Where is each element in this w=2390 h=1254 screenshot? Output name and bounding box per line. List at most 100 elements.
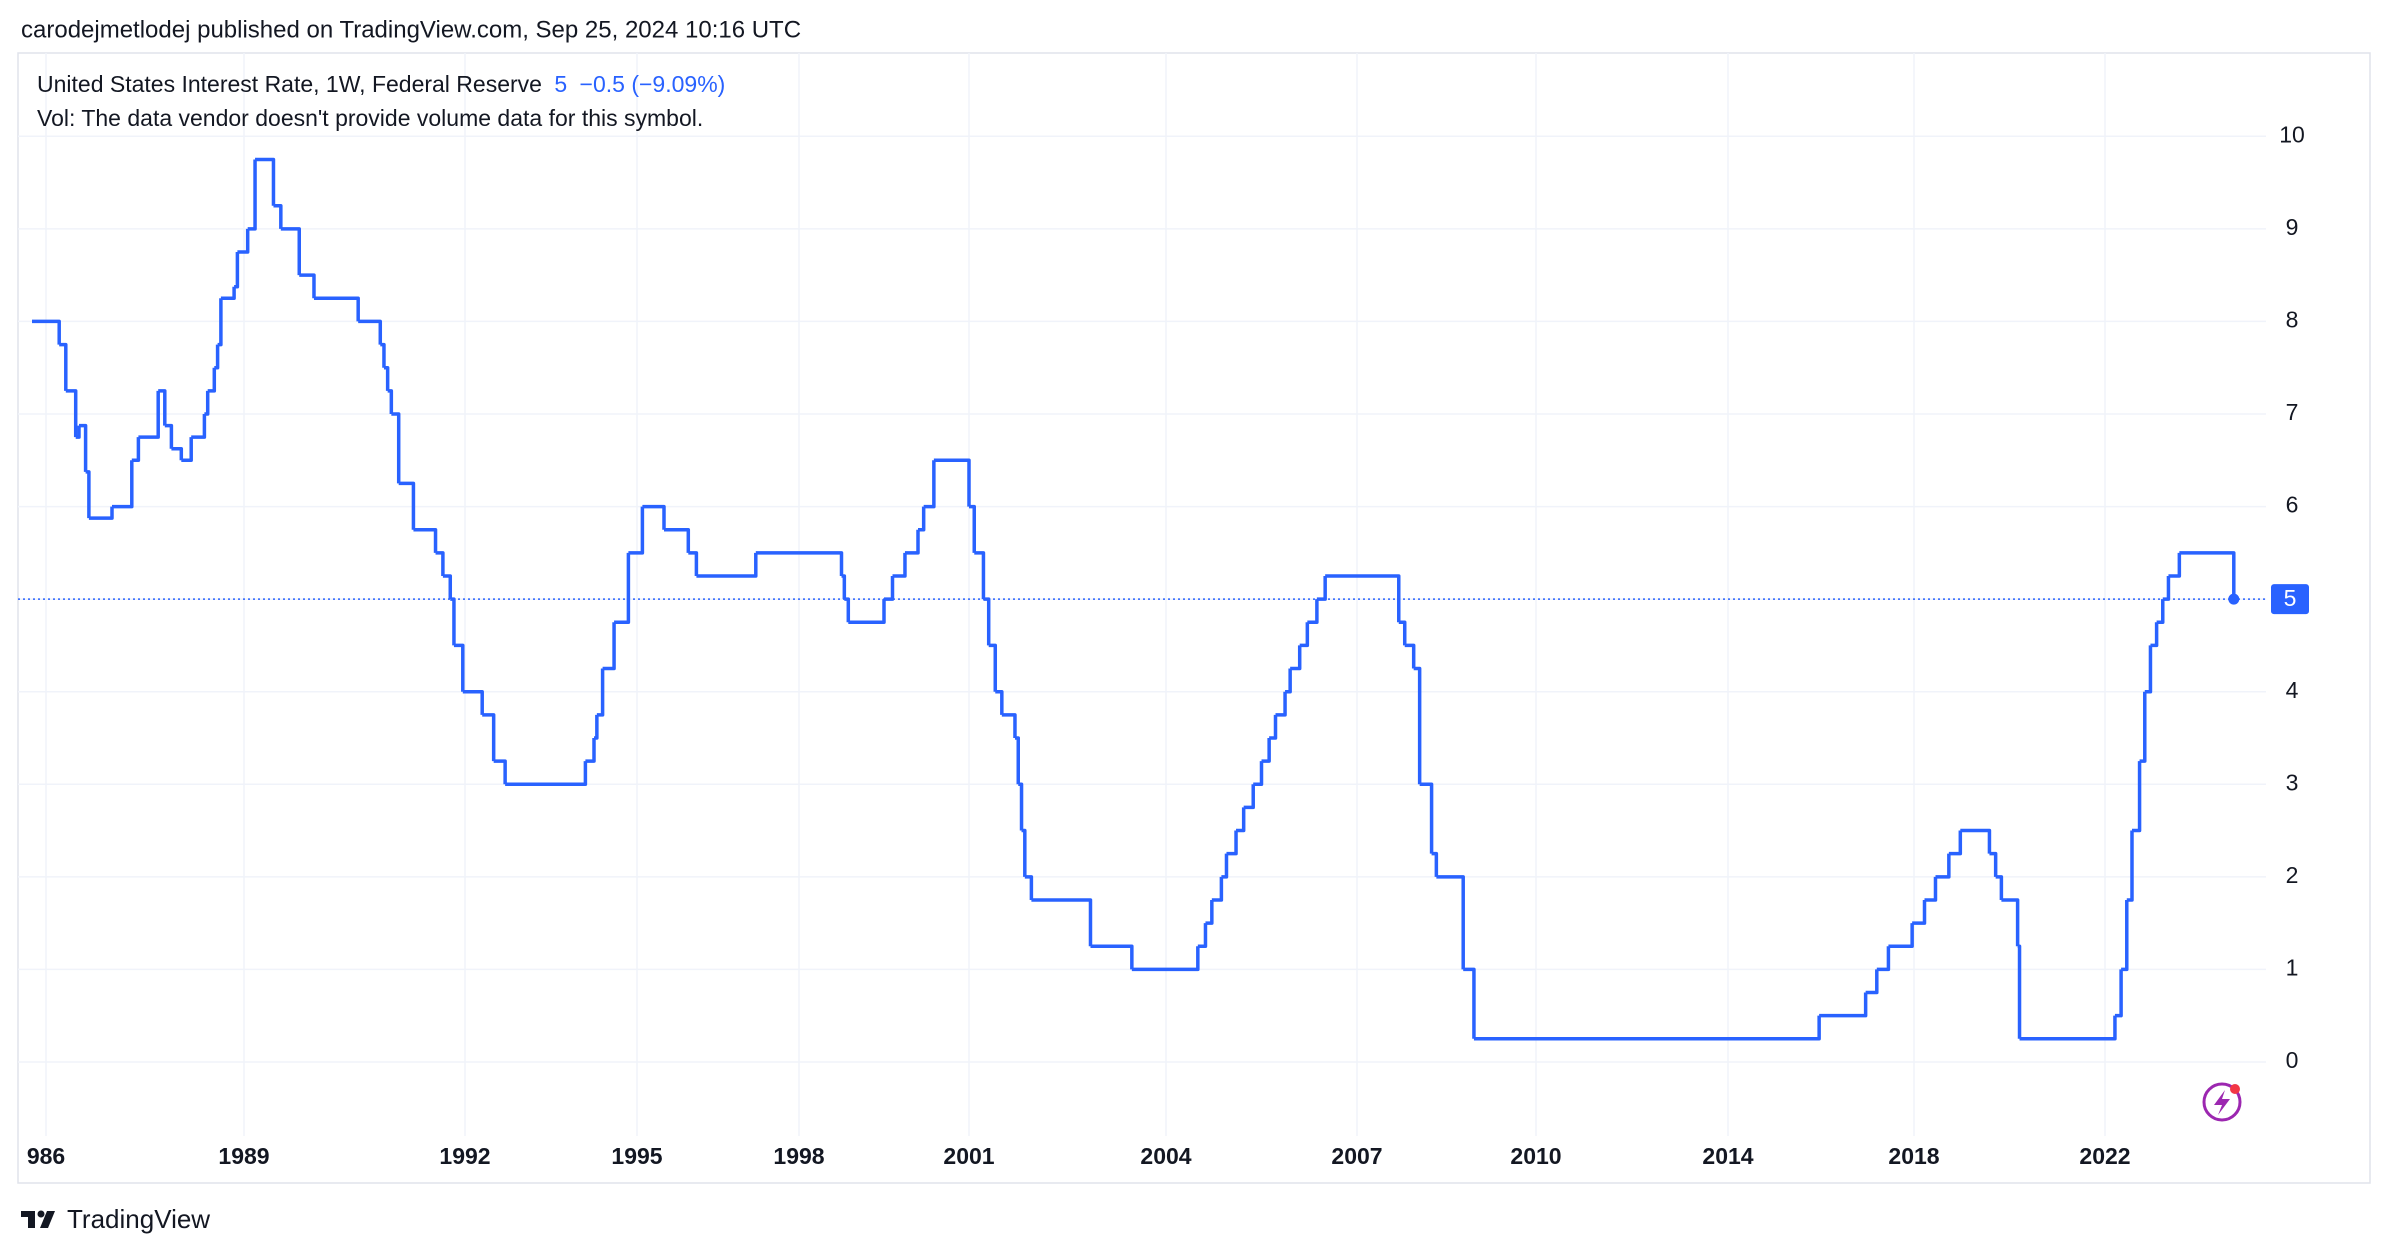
line-step xyxy=(1226,830,1238,856)
y-tick-label: 6 xyxy=(2286,492,2299,518)
line-step xyxy=(904,529,920,555)
line-step xyxy=(1024,875,1034,900)
line-step xyxy=(1205,899,1214,925)
line-step xyxy=(32,319,61,345)
line-step xyxy=(614,552,631,625)
line-step xyxy=(1935,853,1951,879)
line-step xyxy=(207,367,217,393)
line-step xyxy=(313,296,360,322)
line-step xyxy=(844,597,851,623)
line-step xyxy=(112,460,134,509)
x-tick-label: 2010 xyxy=(1510,1143,1561,1169)
line-step xyxy=(1290,645,1302,671)
line-step xyxy=(755,551,844,576)
line-step xyxy=(1431,851,1439,877)
line-step xyxy=(181,437,193,463)
line-step xyxy=(1269,714,1278,740)
price-label: 5 xyxy=(2284,585,2297,611)
line-step xyxy=(450,597,456,646)
x-tick-label: 2001 xyxy=(943,1143,994,1169)
line-step xyxy=(1021,828,1027,877)
line-step xyxy=(237,228,250,254)
line-step xyxy=(1285,668,1292,694)
x-tick-label: 1989 xyxy=(218,1143,269,1169)
line-step xyxy=(1888,923,1914,948)
line-step xyxy=(696,552,758,578)
line-step xyxy=(391,412,401,484)
line-step xyxy=(1275,691,1287,717)
y-tick-label: 3 xyxy=(2286,769,2299,795)
line-step xyxy=(2168,552,2182,578)
line-step xyxy=(1316,575,1327,601)
line-step xyxy=(234,252,240,289)
line-step xyxy=(85,470,91,519)
line-step xyxy=(1413,666,1422,785)
line-step xyxy=(273,203,283,229)
line-step xyxy=(1090,944,1134,970)
line-step xyxy=(138,390,160,439)
brand-name: TradingView xyxy=(67,1204,210,1234)
legend-last: 5 xyxy=(554,71,567,97)
line-step xyxy=(462,689,484,715)
legend-symbol: United States Interest Rate, 1W, Federal… xyxy=(37,71,542,97)
x-tick-label: 1992 xyxy=(439,1143,490,1169)
line-step xyxy=(1419,782,1434,854)
line-step xyxy=(664,527,691,553)
line-step xyxy=(2121,899,2129,972)
y-tick-label: 8 xyxy=(2286,307,2299,333)
line-step xyxy=(387,389,394,414)
line-step xyxy=(214,344,220,370)
legend-line: United States Interest Rate, 1W, Federal… xyxy=(37,71,725,97)
line-step xyxy=(2156,599,2165,625)
y-tick-label: 7 xyxy=(2286,399,2299,425)
line-step xyxy=(255,157,276,206)
line-step xyxy=(688,551,699,576)
line-step xyxy=(482,713,496,762)
line-step xyxy=(585,737,596,763)
line-step xyxy=(1014,736,1020,785)
line-step xyxy=(1221,853,1229,879)
line-step xyxy=(358,319,383,345)
line-step xyxy=(1865,969,1879,995)
line-step xyxy=(204,390,210,416)
y-tick-label: 9 xyxy=(2286,214,2299,240)
line-step xyxy=(1031,898,1093,947)
line-step xyxy=(974,551,986,600)
line-step xyxy=(1924,876,1938,902)
x-tick-label: 986 xyxy=(27,1143,65,1169)
line-step xyxy=(983,597,991,646)
line-step xyxy=(892,552,907,578)
last-point xyxy=(2228,593,2240,605)
line-step xyxy=(65,389,78,438)
x-tick-label: 2004 xyxy=(1140,1143,1191,1169)
line-step xyxy=(88,506,114,520)
y-tick-label: 0 xyxy=(2286,1047,2299,1073)
x-tick-label: 2014 xyxy=(1702,1143,1753,1169)
line-step xyxy=(493,759,507,785)
line-step xyxy=(79,423,88,472)
line-step xyxy=(2139,691,2147,763)
chart-frame xyxy=(17,52,2371,1184)
line-step xyxy=(2162,575,2171,601)
line-step xyxy=(158,389,167,426)
line-step xyxy=(1299,622,1310,648)
line-step xyxy=(171,446,184,461)
x-tick-label: 1998 xyxy=(773,1143,824,1169)
snap-icon xyxy=(2202,1082,2242,1122)
line-step xyxy=(2150,622,2159,648)
line-step xyxy=(442,574,453,600)
line-step xyxy=(884,575,895,601)
line-step xyxy=(2144,645,2153,694)
line-step xyxy=(1018,782,1024,831)
line-step xyxy=(398,481,416,530)
line-step xyxy=(1876,946,1891,972)
line-step xyxy=(923,460,936,509)
x-tick-label: 2018 xyxy=(1888,1143,1939,1169)
price-label-box xyxy=(2271,584,2309,615)
y-tick-label: 10 xyxy=(2279,121,2305,147)
line-step xyxy=(1325,574,1401,623)
line-step xyxy=(280,227,301,276)
line-step xyxy=(1398,620,1407,646)
